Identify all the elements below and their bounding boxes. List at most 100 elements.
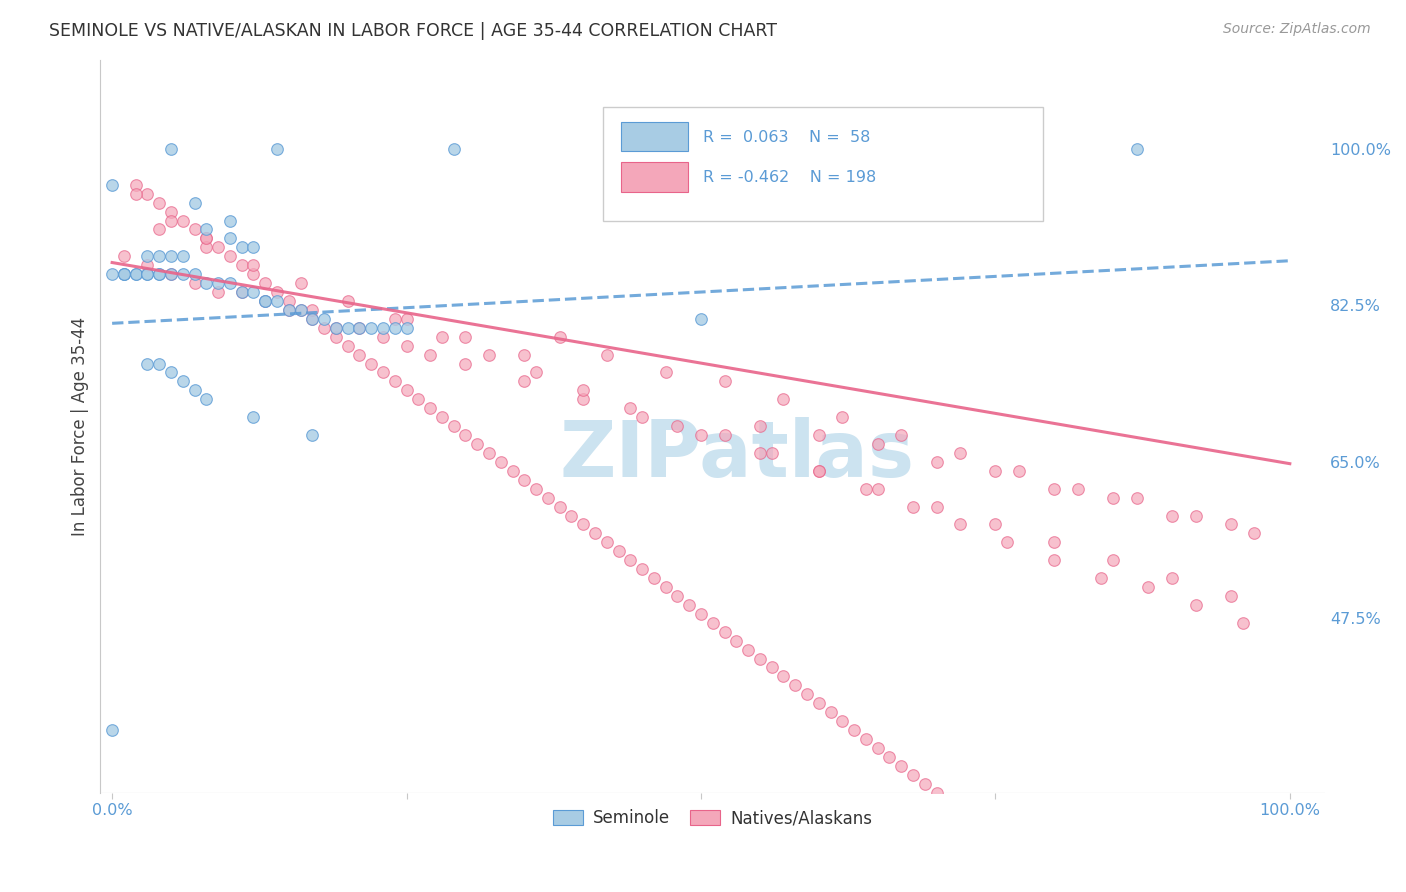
- Point: [654, 366, 676, 380]
- Point: [619, 401, 641, 416]
- Point: [395, 320, 418, 334]
- Point: [160, 249, 183, 263]
- Point: [183, 276, 205, 290]
- Point: [207, 240, 229, 254]
- Point: [666, 589, 689, 603]
- Point: [454, 357, 477, 371]
- Point: [254, 276, 277, 290]
- Point: [925, 455, 948, 469]
- Bar: [621, 162, 689, 192]
- Point: [465, 437, 488, 451]
- Point: [195, 276, 218, 290]
- Point: [678, 598, 700, 612]
- Point: [419, 348, 441, 362]
- Point: [796, 687, 818, 701]
- Point: [513, 375, 536, 389]
- Point: [572, 384, 595, 398]
- Point: [325, 320, 347, 334]
- Point: [195, 240, 218, 254]
- Point: [761, 660, 783, 674]
- Point: [430, 330, 453, 344]
- Point: [395, 339, 418, 353]
- Point: [1125, 142, 1147, 156]
- Point: [949, 517, 972, 532]
- Point: [901, 768, 924, 782]
- Point: [183, 195, 205, 210]
- Point: [807, 464, 830, 478]
- Point: [1054, 884, 1077, 892]
- Point: [101, 267, 124, 281]
- Point: [290, 276, 312, 290]
- Point: [301, 311, 323, 326]
- Legend: Seminole, Natives/Alaskans: Seminole, Natives/Alaskans: [546, 801, 880, 836]
- Point: [702, 615, 724, 630]
- Point: [301, 428, 323, 442]
- Point: [866, 437, 889, 451]
- Point: [807, 464, 830, 478]
- Point: [219, 249, 242, 263]
- Point: [984, 464, 1007, 478]
- Point: [395, 311, 418, 326]
- Point: [914, 777, 936, 791]
- Point: [1232, 615, 1254, 630]
- Point: [112, 267, 135, 281]
- Point: [443, 142, 465, 156]
- Point: [360, 320, 382, 334]
- Point: [219, 276, 242, 290]
- Point: [995, 839, 1018, 854]
- Point: [866, 482, 889, 496]
- Point: [349, 320, 371, 334]
- Point: [631, 410, 654, 425]
- Point: [254, 293, 277, 308]
- Point: [349, 320, 371, 334]
- Point: [112, 267, 135, 281]
- Point: [172, 375, 194, 389]
- Point: [1102, 491, 1125, 505]
- Point: [183, 222, 205, 236]
- Point: [242, 285, 264, 299]
- Point: [949, 142, 972, 156]
- Point: [1102, 553, 1125, 567]
- Point: [984, 830, 1007, 845]
- Point: [125, 267, 148, 281]
- Point: [890, 428, 912, 442]
- Point: [160, 267, 183, 281]
- Point: [807, 428, 830, 442]
- Point: [831, 714, 853, 728]
- Text: Source: ZipAtlas.com: Source: ZipAtlas.com: [1223, 22, 1371, 37]
- Point: [690, 607, 713, 621]
- Point: [548, 330, 571, 344]
- Point: [772, 392, 794, 407]
- Point: [172, 249, 194, 263]
- Point: [502, 464, 524, 478]
- Point: [290, 302, 312, 317]
- Point: [195, 392, 218, 407]
- Point: [371, 330, 394, 344]
- Text: SEMINOLE VS NATIVE/ALASKAN IN LABOR FORCE | AGE 35-44 CORRELATION CHART: SEMINOLE VS NATIVE/ALASKAN IN LABOR FORC…: [49, 22, 778, 40]
- Point: [1090, 571, 1112, 585]
- Point: [314, 311, 336, 326]
- Point: [277, 293, 299, 308]
- Point: [772, 669, 794, 683]
- Point: [195, 222, 218, 236]
- Point: [643, 571, 665, 585]
- Point: [384, 311, 406, 326]
- Point: [160, 267, 183, 281]
- Point: [1043, 482, 1066, 496]
- Point: [607, 544, 630, 558]
- Point: [478, 348, 501, 362]
- Point: [1031, 866, 1053, 880]
- Point: [336, 293, 359, 308]
- Point: [524, 366, 547, 380]
- Point: [1219, 517, 1241, 532]
- Point: [820, 705, 842, 719]
- Point: [430, 410, 453, 425]
- Point: [748, 419, 770, 434]
- Point: [1219, 589, 1241, 603]
- Point: [631, 562, 654, 576]
- Point: [254, 293, 277, 308]
- Point: [572, 392, 595, 407]
- Point: [101, 178, 124, 192]
- Point: [489, 455, 512, 469]
- Point: [560, 508, 582, 523]
